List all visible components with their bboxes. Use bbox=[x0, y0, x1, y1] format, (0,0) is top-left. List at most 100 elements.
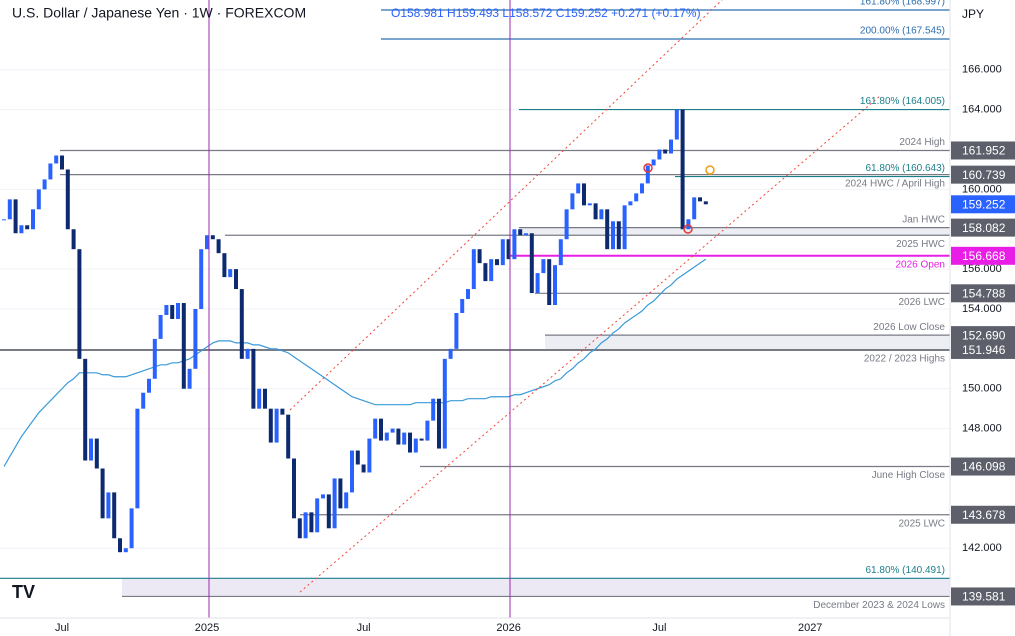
tv-logo: TV bbox=[12, 582, 35, 602]
candle bbox=[48, 163, 53, 180]
candle bbox=[413, 438, 418, 453]
x-tick-label: Jul bbox=[55, 622, 69, 634]
candle bbox=[280, 408, 285, 415]
candle bbox=[419, 438, 424, 441]
candle bbox=[210, 235, 215, 240]
candle bbox=[321, 494, 325, 499]
candle bbox=[692, 197, 697, 220]
level-zone bbox=[122, 578, 950, 597]
candle bbox=[703, 201, 708, 205]
price-tag-label: 139.581 bbox=[962, 590, 1006, 604]
candle bbox=[152, 338, 157, 379]
candle bbox=[477, 249, 482, 264]
price-tag bbox=[951, 326, 1015, 345]
candle bbox=[31, 209, 35, 230]
candle bbox=[338, 478, 343, 509]
candle bbox=[396, 428, 401, 445]
candle bbox=[674, 109, 679, 140]
candle bbox=[605, 209, 610, 250]
price-tag-label: 158.082 bbox=[962, 221, 1006, 235]
x-tick-label: Jul bbox=[652, 622, 666, 634]
candle bbox=[309, 512, 314, 533]
candle bbox=[431, 398, 436, 421]
candle bbox=[7, 199, 12, 220]
candle bbox=[141, 392, 146, 409]
candle bbox=[25, 225, 30, 230]
level-label: Jan HWC bbox=[902, 214, 945, 225]
currency[interactable]: JPY bbox=[962, 7, 984, 21]
x-tick-label: 2026 bbox=[496, 622, 520, 634]
candle bbox=[622, 205, 627, 250]
candle bbox=[94, 438, 99, 469]
level-zone bbox=[545, 335, 950, 350]
candle bbox=[483, 263, 488, 282]
candle bbox=[518, 229, 523, 236]
moving-average bbox=[3, 258, 707, 467]
candle bbox=[315, 498, 320, 533]
candle bbox=[466, 289, 470, 300]
candle bbox=[326, 494, 331, 529]
candle bbox=[112, 492, 117, 539]
level-label: 61.80% (140.491) bbox=[865, 565, 945, 576]
price-tag bbox=[951, 457, 1015, 476]
candle bbox=[268, 408, 273, 443]
candle bbox=[176, 303, 180, 319]
level-label: 2026 Low Close bbox=[873, 322, 945, 333]
candle bbox=[118, 538, 122, 553]
candle bbox=[553, 265, 557, 306]
channel-line bbox=[299, 95, 881, 593]
candle bbox=[576, 183, 581, 194]
candle bbox=[193, 309, 198, 369]
candle bbox=[599, 209, 604, 220]
candle bbox=[123, 548, 128, 553]
candle bbox=[402, 432, 407, 445]
candle bbox=[297, 518, 302, 539]
x-tick-label: Jul bbox=[357, 622, 371, 634]
price-tag-label: 160.739 bbox=[962, 168, 1006, 182]
price-tag bbox=[951, 141, 1015, 160]
candle bbox=[593, 203, 598, 220]
candle bbox=[460, 299, 465, 313]
y-tick-label: 166.000 bbox=[962, 64, 1002, 76]
candle bbox=[187, 368, 192, 389]
candle bbox=[448, 348, 453, 359]
candle bbox=[657, 149, 662, 160]
price-tag-label: 154.788 bbox=[962, 286, 1006, 300]
level-label: 61.80% (160.643) bbox=[865, 163, 945, 174]
candle bbox=[147, 378, 151, 393]
price-tag-label: 146.098 bbox=[962, 460, 1006, 474]
level-label: 2026 Open bbox=[896, 259, 946, 270]
x-tick-label: 2027 bbox=[798, 622, 822, 634]
candle bbox=[332, 478, 337, 529]
candle bbox=[663, 149, 668, 154]
x-tick-label: 2025 bbox=[195, 622, 219, 634]
candle bbox=[529, 233, 534, 294]
price-tag-label: 161.952 bbox=[962, 144, 1006, 158]
level-label: 2022 / 2023 Highs bbox=[864, 354, 945, 365]
price-tag-label: 151.946 bbox=[962, 343, 1006, 357]
candle bbox=[558, 239, 563, 266]
level-label: 161.80% (164.005) bbox=[860, 96, 945, 107]
candle bbox=[199, 249, 204, 309]
candle bbox=[442, 358, 447, 449]
candle bbox=[257, 388, 262, 409]
candle bbox=[500, 239, 505, 266]
level-label: 2025 LWC bbox=[898, 518, 945, 529]
signal-marker bbox=[705, 165, 715, 175]
candle bbox=[158, 314, 163, 339]
candle bbox=[36, 189, 41, 210]
symbol-title: U.S. Dollar / Japanese Yen · 1W · FOREXC… bbox=[12, 5, 306, 21]
y-tick-label: 156.000 bbox=[962, 263, 1002, 275]
candle bbox=[379, 418, 383, 441]
candle bbox=[83, 358, 88, 461]
candle bbox=[228, 269, 233, 278]
price-tag bbox=[951, 165, 1015, 184]
candle bbox=[541, 259, 546, 274]
candle bbox=[129, 508, 134, 549]
candle bbox=[547, 259, 552, 306]
candle bbox=[471, 249, 476, 290]
candle bbox=[512, 229, 517, 260]
candle bbox=[303, 512, 308, 539]
candle bbox=[245, 348, 250, 359]
